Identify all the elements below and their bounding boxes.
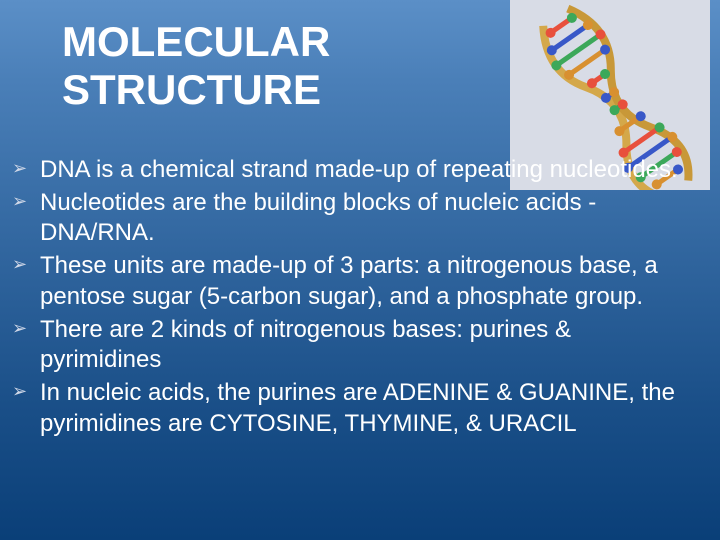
bullet-item: Nucleotides are the building blocks of n…	[12, 188, 690, 249]
slide-title: MOLECULAR STRUCTURE	[62, 18, 330, 115]
bullet-item: There are 2 kinds of nitrogenous bases: …	[12, 315, 690, 376]
bullet-item: In nucleic acids, the purines are ADENIN…	[12, 378, 690, 439]
bullet-item: These units are made-up of 3 parts: a ni…	[12, 251, 690, 312]
bullet-item: DNA is a chemical strand made-up of repe…	[12, 155, 690, 186]
bullet-list: DNA is a chemical strand made-up of repe…	[12, 155, 690, 441]
